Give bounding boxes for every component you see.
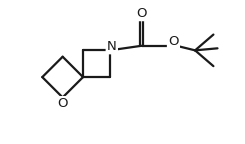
Text: N: N	[107, 40, 117, 53]
Text: O: O	[168, 35, 179, 48]
Text: O: O	[136, 7, 147, 20]
Text: O: O	[57, 97, 68, 110]
